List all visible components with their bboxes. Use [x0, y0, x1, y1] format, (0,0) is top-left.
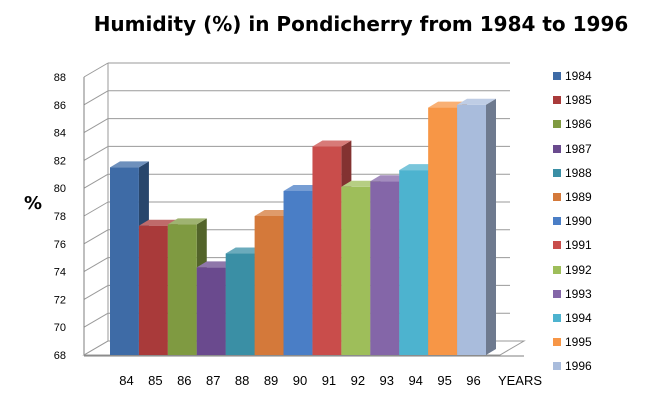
- legend-swatch: [553, 217, 561, 226]
- y-tick-label: 70: [54, 322, 66, 334]
- y-tick-label: 88: [54, 72, 66, 84]
- legend-label: 1989: [565, 190, 592, 205]
- bar-1986: [167, 224, 197, 355]
- x-tick-label: 94: [408, 373, 422, 388]
- x-tick-label: 89: [264, 373, 278, 388]
- gridline-side: [83, 118, 109, 134]
- legend-swatch: [553, 313, 561, 322]
- legend-label: 1991: [565, 238, 592, 253]
- bar-top: [312, 140, 352, 147]
- x-tick-label: 85: [148, 373, 162, 388]
- gridline-side: [83, 229, 109, 245]
- bar-top: [110, 161, 149, 168]
- legend-item: 1989: [553, 185, 657, 209]
- bar-1991: [312, 146, 342, 355]
- bar-side: [486, 98, 496, 356]
- legend-item: 1984: [553, 64, 657, 88]
- legend-item: 1990: [553, 209, 657, 233]
- x-tick-label: 92: [351, 373, 365, 388]
- bar-1984: [110, 167, 139, 355]
- x-tick-label: 88: [235, 373, 249, 388]
- y-tick-label: 84: [54, 128, 66, 140]
- legend-label: 1984: [565, 69, 592, 84]
- y-tick-label: 86: [54, 100, 66, 112]
- legend-swatch: [553, 72, 561, 81]
- y-tick-label: 72: [54, 294, 66, 306]
- gridline-side: [83, 173, 109, 189]
- y-tick-label: 82: [54, 155, 66, 167]
- gridline-side: [83, 257, 109, 273]
- legend-item: 1988: [553, 161, 657, 185]
- gridline-side: [83, 201, 109, 217]
- x-tick-label: 87: [206, 373, 220, 388]
- x-tick-label: 86: [177, 373, 191, 388]
- bar-1985: [138, 225, 168, 355]
- legend-label: 1993: [565, 286, 592, 301]
- gridline-side: [83, 90, 109, 106]
- gridline-side: [83, 312, 109, 328]
- bar-1995: [428, 107, 458, 355]
- bar-1987: [196, 267, 226, 355]
- legend-item: 1986: [553, 112, 657, 136]
- legend-item: 1996: [553, 354, 657, 378]
- bar-top: [167, 218, 207, 225]
- legend-swatch: [553, 338, 561, 347]
- legend-item: 1991: [553, 233, 657, 257]
- legend-item: 1987: [553, 137, 657, 161]
- legend-swatch: [553, 96, 561, 105]
- x-tick-label: 90: [293, 373, 307, 388]
- legend-item: 1985: [553, 88, 657, 112]
- bar-top: [457, 98, 496, 105]
- legend-swatch: [553, 289, 561, 298]
- legend-swatch: [553, 144, 561, 153]
- legend-label: 1985: [565, 93, 592, 108]
- legend-swatch: [553, 193, 561, 202]
- legend-swatch: [553, 120, 561, 129]
- legend-label: 1986: [565, 117, 592, 132]
- x-tick-label: 84: [119, 373, 133, 388]
- legend-label: 1992: [565, 262, 592, 277]
- legend-label: 1995: [565, 335, 592, 350]
- legend-swatch: [553, 168, 561, 177]
- legend-label: 1994: [565, 310, 592, 325]
- legend-swatch: [553, 241, 561, 250]
- legend-item: 1995: [553, 330, 657, 354]
- bar-1993: [370, 181, 400, 355]
- legend-item: 1994: [553, 306, 657, 330]
- chart-title: Humidity (%) in Pondicherry from 1984 to…: [93, 12, 629, 36]
- legend-swatch: [553, 362, 561, 371]
- legend-item: 1992: [553, 258, 657, 282]
- bar-1989: [254, 216, 284, 355]
- bar-1994: [399, 170, 429, 355]
- y-tick-label: 74: [54, 267, 66, 279]
- gridline-side: [83, 62, 109, 78]
- legend-item: 1993: [553, 282, 657, 306]
- bar-1990: [283, 190, 313, 355]
- y-tick-label: 76: [54, 239, 66, 251]
- x-axis-label: YEARS: [498, 373, 542, 388]
- legend-label: 1996: [565, 359, 592, 374]
- bar-1992: [341, 186, 371, 355]
- legend-label: 1988: [565, 165, 592, 180]
- x-tick-label: 95: [437, 373, 451, 388]
- bar-1988: [225, 253, 255, 355]
- bar-1996: [457, 104, 486, 355]
- y-tick-label: 80: [54, 183, 66, 195]
- x-tick-label: 91: [322, 373, 336, 388]
- legend-swatch: [553, 265, 561, 274]
- x-tick-label: 96: [466, 373, 480, 388]
- gridline-side: [83, 284, 109, 300]
- gridline-side: [83, 145, 109, 161]
- legend-label: 1987: [565, 141, 592, 156]
- x-tick-label: 93: [380, 373, 394, 388]
- y-axis-label: %: [24, 193, 43, 214]
- y-tick-label: 68: [54, 350, 66, 362]
- chart-legend: 1984 1985 1986 1987 1988 1989 1990 1991 1992 1993…: [553, 64, 657, 378]
- legend-label: 1990: [565, 214, 592, 229]
- y-tick-label: 78: [54, 211, 66, 223]
